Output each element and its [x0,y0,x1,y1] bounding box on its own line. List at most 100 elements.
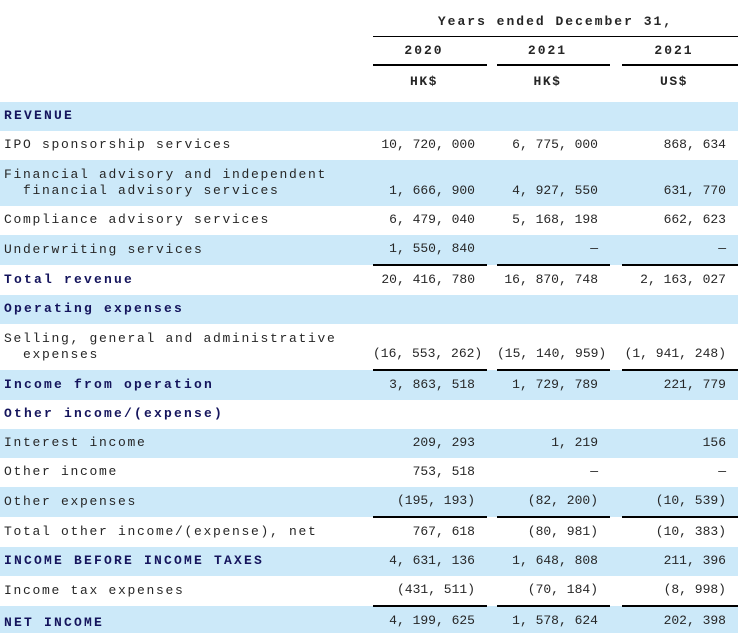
value-cell-2020-hkd: 1, 550, 840 [373,235,487,266]
table-row: Total revenue 20, 416, 780 16, 870, 748 … [0,265,738,295]
row-label-line1: Income tax expenses [4,583,185,598]
row-label-line1: Financial advisory and independent [4,167,328,182]
gap [365,324,373,370]
value-cell-2021-usd: 202, 398 [622,606,738,633]
gap [487,65,497,102]
value-cell-2021-hkd: 6, 775, 000 [497,131,610,160]
row-label-line1: Total revenue [4,272,135,287]
table-row: Interest income 209, 293 1, 219 156 [0,429,738,458]
value-cell-2020-hkd: 3, 863, 518 [373,370,487,400]
gap [610,206,622,235]
table-head: Years ended December 31, 2020 2021 2021 … [0,0,738,102]
col-header-currency-usd-2021: US$ [660,74,688,89]
value-cell-2020-hkd: (195, 193) [373,487,487,518]
period-title: Years ended December 31, [373,0,738,37]
gap [487,400,497,429]
row-label-line1: Other income [4,464,119,479]
row-label-line1: Total other income/(expense), net [4,524,318,539]
gap [365,576,373,606]
table-row: Income tax expenses (431, 511) (70, 184)… [0,576,738,607]
value-cell-2021-usd [622,295,738,324]
gap [487,102,497,131]
gap [487,160,497,206]
gap [487,265,497,295]
gap [610,131,622,160]
year-header-row: 2020 2021 2021 [0,36,738,66]
gap [487,131,497,160]
table-row: INCOME BEFORE INCOME TAXES 4, 631, 136 1… [0,547,738,576]
value-cell-2021-hkd [497,102,610,131]
row-label: Total revenue [0,265,365,295]
gap [365,606,373,633]
row-label: Income tax expenses [0,576,365,606]
row-label: INCOME BEFORE INCOME TAXES [0,547,365,576]
value-cell-2021-hkd: — [497,235,610,266]
row-label-line1: Interest income [4,435,147,450]
value-cell-2021-hkd: (82, 200) [497,487,610,518]
row-label-line1: IPO sponsorship services [4,137,233,152]
value-cell-2021-usd: 211, 396 [622,547,738,576]
value-cell-2021-hkd: 1, 648, 808 [497,547,610,576]
gap [610,295,622,324]
value-cell-2021-hkd: 1, 729, 789 [497,370,610,400]
value-cell-2020-hkd: (16, 553, 262) [373,324,487,371]
row-label-line1: Other expenses [4,494,138,509]
table-row: Operating expenses [0,295,738,324]
gap [610,160,622,206]
row-label-line1: Compliance advisory services [4,212,271,227]
gap [365,37,373,66]
row-label: NET INCOME [0,606,365,633]
value-cell-2021-usd: (10, 383) [622,517,738,547]
value-cell-2021-usd: 662, 623 [622,206,738,235]
value-cell-2021-hkd: 1, 578, 624 [497,606,610,633]
table-row: REVENUE [0,102,738,131]
gap [610,547,622,576]
value-cell-2021-hkd: — [497,458,610,487]
gap [365,160,373,206]
gap [365,131,373,160]
gap [365,102,373,131]
gap [487,606,497,633]
value-cell-2020-hkd: 753, 518 [373,458,487,487]
gap [610,400,622,429]
row-label-line1: Operating expenses [4,301,185,316]
row-label-line1: Income from operation [4,377,215,392]
row-label-line2: expenses [23,347,100,362]
gap [610,429,622,458]
gap [487,37,497,66]
table-row: Financial advisory and independent finan… [0,160,738,206]
row-label: Operating expenses [0,295,365,324]
gap [365,295,373,324]
row-label: Total other income/(expense), net [0,517,365,547]
row-label: Interest income [0,429,365,458]
col-header-currency-hkd-2020: HK$ [410,74,438,89]
row-label: Underwriting services [0,235,365,265]
gap [487,429,497,458]
gap [365,0,373,37]
row-label: Compliance advisory services [0,206,365,235]
gap [610,458,622,487]
row-label-line1: Selling, general and administrative [4,331,337,346]
row-label-line1: REVENUE [4,108,75,123]
currency-header-row: HK$ HK$ US$ [0,65,738,102]
row-label: Selling, general and administrative expe… [0,324,365,370]
value-cell-2021-usd: (10, 539) [622,487,738,518]
value-cell-2021-hkd: 5, 168, 198 [497,206,610,235]
value-cell-2021-hkd: 16, 870, 748 [497,265,610,295]
period-header-row: Years ended December 31, [0,0,738,37]
value-cell-2020-hkd: 4, 199, 625 [373,606,487,633]
col-header-year-2021-usd: 2021 [622,36,738,66]
value-cell-2021-usd: 221, 779 [622,370,738,400]
table-row: Other income/(expense) [0,400,738,429]
gap [365,65,373,102]
table-row: Selling, general and administrative expe… [0,324,738,371]
value-cell-2021-usd: 631, 770 [622,160,738,206]
value-cell-2021-usd [622,102,738,131]
value-cell-2021-hkd: 4, 927, 550 [497,160,610,206]
col-header-year-2020: 2020 [373,36,487,66]
gap [610,65,622,102]
col-header-year-2021: 2021 [497,36,610,66]
row-label-line2: financial advisory services [23,183,280,198]
gap [487,547,497,576]
value-cell-2021-usd [622,400,738,429]
